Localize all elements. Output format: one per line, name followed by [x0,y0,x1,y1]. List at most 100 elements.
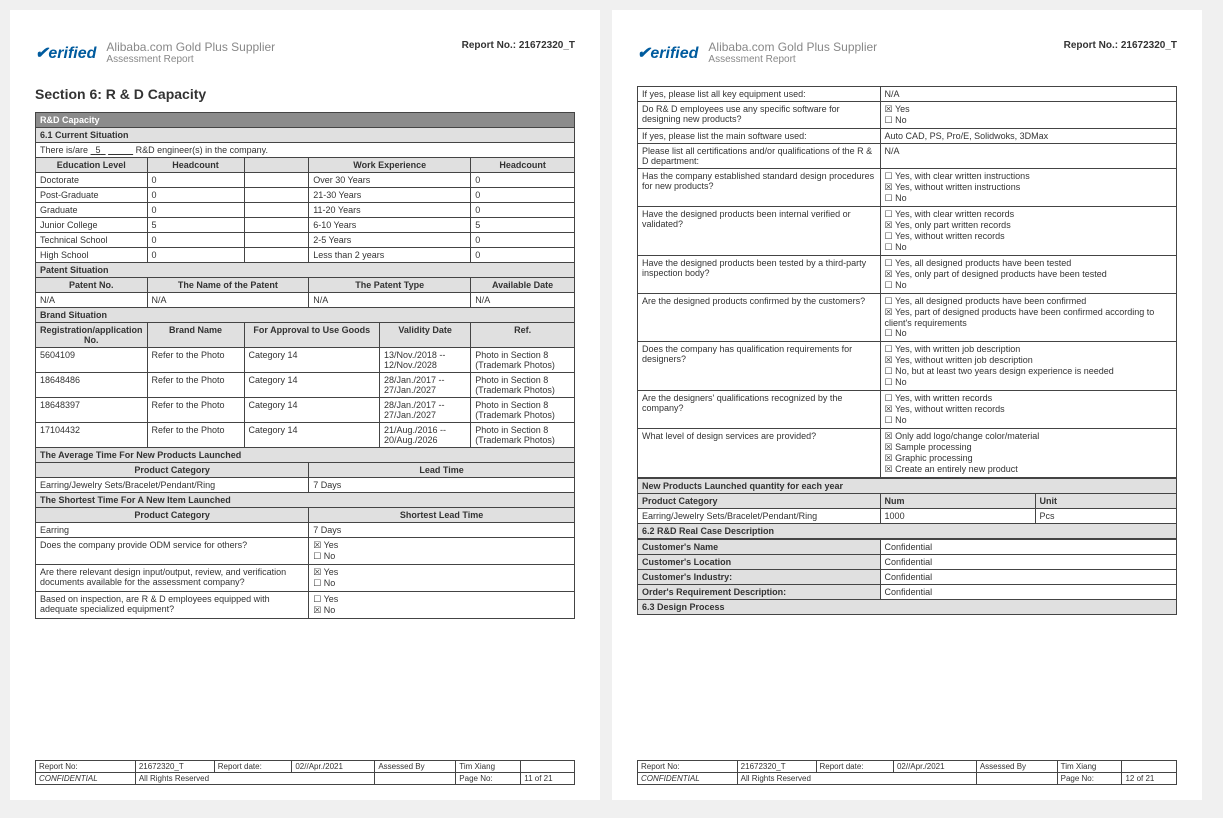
edu-level-hdr: Education Level [36,158,148,173]
q-row: If yes, please list all key equipment us… [638,87,1177,102]
q-equip-row: Based on inspection, are R & D employees… [36,592,575,619]
qty-row: Earring/Jewelry Sets/Bracelet/Pendant/Ri… [638,509,1177,524]
report-no-top: Report No.: 21672320_T [462,40,575,51]
edu-row: Doctorate0Over 30 Years0 [36,173,575,188]
reg-no-hdr: Registration/application No. [36,323,148,348]
checkbox-icon: ☐ [885,415,893,425]
q-row: Please list all certifications and/or qu… [638,144,1177,169]
new-products-table: New Products Launched quantity for each … [637,478,1177,539]
unit-hdr: Unit [1035,494,1177,509]
checkbox-icon: ☒ [885,355,893,365]
page-header: ✔erified Alibaba.com Gold Plus Supplier … [35,40,575,66]
edu-row: Post-Graduate021-30 Years0 [36,188,575,203]
report-no-top: Report No.: 21672320_T [1064,40,1177,51]
report-no-label: Report No.: [462,40,519,51]
page-1: ✔erified Alibaba.com Gold Plus Supplier … [10,10,600,800]
leadtime-row: Earring/Jewelry Sets/Bracelet/Pendant/Ri… [36,478,575,493]
checkbox-icon: ☒ [313,567,321,577]
edu-row: Technical School02-5 Years0 [36,233,575,248]
verified-logo: ✔erified [35,43,96,63]
brand-name-hdr: Brand Name [147,323,244,348]
validity-hdr: Validity Date [379,323,470,348]
capacity-header: R&D Capacity [36,113,575,128]
supplier-subtitle: Assessment Report [708,54,877,66]
cust-row: Customer's Industry:Confidential [638,570,1177,585]
design-process-hdr: 6.3 Design Process [638,600,1177,615]
checkbox-icon: ☒ [885,269,893,279]
cust-row: Customer's LocationConfidential [638,555,1177,570]
edu-row: Junior College56-10 Years5 [36,218,575,233]
checkbox-icon: ☒ [885,307,893,317]
customer-table: Customer's NameConfidential Customer's L… [637,539,1177,615]
checkbox-icon: ☐ [885,242,893,252]
verified-logo: ✔erified [637,43,698,63]
checkbox-icon: ☐ [885,193,893,203]
headcount-hdr-1: Headcount [147,158,244,173]
edu-row: High School0Less than 2 years0 [36,248,575,263]
brand-row: 18648486Refer to the PhotoCategory 1428/… [36,373,575,398]
cust-row: Order's Requirement Description:Confiden… [638,585,1177,600]
q-row: Do R& D employees use any specific softw… [638,102,1177,129]
patent-name-hdr: The Name of the Patent [147,278,309,293]
checkbox-icon: ☐ [885,328,893,338]
page-footer: Report No:21672320_T Report date:02//Apr… [35,760,575,785]
checkbox-icon: ☐ [885,393,893,403]
engineers-line: There is/are 5 R&D engineer(s) in the co… [36,143,575,158]
checkbox-icon: ☒ [885,442,893,452]
page-footer: Report No:21672320_T Report date:02//Apr… [637,760,1177,785]
q-row: What level of design services are provid… [638,429,1177,478]
avail-date-hdr: Available Date [471,278,575,293]
patent-type-hdr: The Patent Type [309,278,471,293]
new-prod-hdr: New Products Launched quantity for each … [638,479,1177,494]
checkbox-icon: ☒ [885,404,893,414]
rd-capacity-table: R&D Capacity 6.1 Current Situation There… [35,112,575,619]
supplier-subtitle: Assessment Report [106,54,275,66]
checkbox-icon: ☐ [885,280,893,290]
checkbox-icon: ☒ [885,431,893,441]
checkbox-icon: ☒ [885,220,893,230]
page2-table: If yes, please list all key equipment us… [637,86,1177,478]
shortest-time-hdr: The Shortest Time For A New Item Launche… [36,493,575,508]
brand-row: 18648397Refer to the PhotoCategory 1428/… [36,398,575,423]
q-row: Are the designed products confirmed by t… [638,294,1177,342]
checkbox-icon: ☒ [885,104,893,114]
checkbox-icon: ☐ [885,344,893,354]
leadtime-hdr: Lead Time [309,463,575,478]
avg-time-hdr: The Average Time For New Products Launch… [36,448,575,463]
checkbox-icon: ☒ [885,182,893,192]
prodcat-hdr: Product Category [638,494,881,509]
checkbox-icon: ☐ [885,366,893,376]
q-docs-row: Are there relevant design input/output, … [36,565,575,592]
headcount-hdr-2: Headcount [471,158,575,173]
shortest-row: Earring7 Days [36,523,575,538]
q-row: Does the company has qualification requi… [638,342,1177,391]
q-row: Have the designed products been internal… [638,207,1177,256]
checkbox-icon: ☐ [885,115,893,125]
brand-situation-hdr: Brand Situation [36,308,575,323]
checkbox-icon: ☒ [313,605,321,615]
patent-no-hdr: Patent No. [36,278,148,293]
ref-hdr: Ref. [471,323,575,348]
patent-situation-hdr: Patent Situation [36,263,575,278]
prodcat-hdr-2: Product Category [36,508,309,523]
q-row: If yes, please list the main software us… [638,129,1177,144]
checkbox-icon: ☐ [885,209,893,219]
real-case-hdr: 6.2 R&D Real Case Description [638,524,1177,539]
checkbox-icon: ☐ [313,594,321,604]
report-no-value: 21672320_T [519,40,575,51]
page-header: ✔erified Alibaba.com Gold Plus Supplier … [637,40,1177,66]
checkbox-icon: ☐ [885,258,893,268]
supplier-info: Alibaba.com Gold Plus Supplier Assessmen… [106,40,275,66]
q-odm-row: Does the company provide ODM service for… [36,538,575,565]
checkbox-icon: ☒ [313,540,321,550]
prodcat-hdr: Product Category [36,463,309,478]
num-hdr: Num [880,494,1035,509]
section-title: Section 6: R & D Capacity [35,86,575,102]
checkbox-icon: ☐ [885,231,893,241]
checkbox-icon: ☐ [313,578,321,588]
edu-row: Graduate011-20 Years0 [36,203,575,218]
q-row: Have the designed products been tested b… [638,256,1177,294]
supplier-info: Alibaba.com Gold Plus Supplier Assessmen… [708,40,877,66]
checkbox-icon: ☐ [885,296,893,306]
brand-row: 5604109Refer to the PhotoCategory 1413/N… [36,348,575,373]
